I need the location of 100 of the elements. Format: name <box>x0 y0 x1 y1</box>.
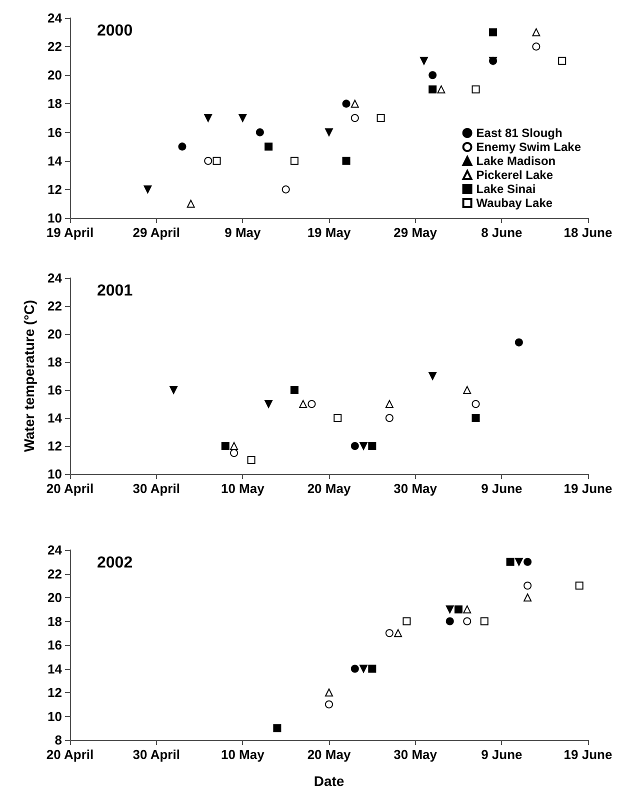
x-tick-label: 19 June <box>564 747 612 762</box>
point <box>524 594 532 602</box>
y-tick-label: 10 <box>48 708 62 724</box>
point <box>325 688 333 696</box>
y-tick-label: 16 <box>48 124 62 140</box>
y-tick-label: 18 <box>48 354 62 370</box>
point <box>290 386 298 394</box>
point <box>368 664 376 673</box>
point <box>489 28 498 36</box>
point <box>437 85 446 94</box>
legend-label: Waubay Lake <box>476 196 553 210</box>
y-tick-label: 8 <box>54 732 62 748</box>
point <box>385 629 394 638</box>
x-tick-label: 9 May <box>224 225 262 240</box>
y-tick-label: 24 <box>48 270 63 286</box>
x-tick-label: 20 April <box>46 747 94 762</box>
point <box>170 386 178 394</box>
point <box>144 185 152 194</box>
point <box>204 114 212 122</box>
point <box>186 200 195 208</box>
point <box>524 582 532 590</box>
point <box>342 156 350 165</box>
point <box>463 605 472 614</box>
point <box>575 582 584 590</box>
point <box>472 400 480 408</box>
x-tick-label: 20 May <box>307 481 352 496</box>
point <box>472 85 480 94</box>
x-tick-label: 8 June <box>481 225 522 240</box>
point <box>221 442 230 450</box>
point <box>230 449 238 457</box>
legend-label: Lake Sinai <box>476 182 536 196</box>
point <box>524 558 532 566</box>
point <box>204 156 212 165</box>
x-tick-label: 20 April <box>46 481 94 496</box>
x-tick-label: 9 June <box>481 481 522 496</box>
point <box>394 629 402 638</box>
point <box>273 724 282 732</box>
point <box>325 700 333 708</box>
point <box>264 400 273 408</box>
legend-label: Enemy Swim Lake <box>476 140 582 154</box>
point <box>350 664 359 673</box>
point <box>342 100 350 108</box>
point <box>420 56 428 65</box>
y-tick-label: 14 <box>48 410 63 426</box>
point <box>463 617 472 626</box>
point <box>282 185 290 194</box>
y-tick-label: 22 <box>48 298 62 314</box>
point <box>247 456 256 464</box>
point <box>178 142 186 151</box>
x-tick-label: 19 May <box>307 225 352 240</box>
point <box>402 617 411 626</box>
y-tick-label: 18 <box>48 614 62 629</box>
point <box>212 156 221 165</box>
chart-title: 2000 <box>97 22 133 40</box>
y-tick-label: 14 <box>48 153 63 168</box>
x-tick-label: 30 April <box>132 747 180 762</box>
y-tick-label: 16 <box>48 638 62 652</box>
point <box>230 442 238 450</box>
point <box>454 605 462 614</box>
y-tick-label: 14 <box>48 661 63 676</box>
point <box>428 85 437 94</box>
point <box>376 114 385 122</box>
point <box>350 442 359 450</box>
point <box>463 386 472 394</box>
point <box>506 558 514 566</box>
x-tick-label: 29 April <box>132 225 180 240</box>
chart-title: 2001 <box>97 282 133 300</box>
y-tick-label: 10 <box>48 466 62 482</box>
legend-label: East 81 Slough <box>476 126 562 140</box>
point <box>532 42 540 51</box>
y-tick-label: 12 <box>48 438 62 454</box>
point <box>428 372 437 380</box>
x-tick-label: 10 May <box>220 481 266 496</box>
y-axis-title: Water temperature (°C) <box>21 300 37 452</box>
point <box>368 442 376 450</box>
y-tick-label: 24 <box>48 542 63 558</box>
y-tick-label: 22 <box>48 39 62 54</box>
x-tick-label: 30 April <box>132 481 180 496</box>
y-tick-label: 12 <box>48 182 62 197</box>
point <box>360 664 368 673</box>
point <box>480 617 488 626</box>
point <box>558 56 566 65</box>
legend-label: Pickerel Lake <box>476 168 554 182</box>
point <box>428 71 437 80</box>
point <box>446 617 454 626</box>
point <box>472 414 480 422</box>
y-tick-label: 22 <box>48 566 62 582</box>
point <box>360 442 368 450</box>
x-tick-label: 30 May <box>394 747 438 762</box>
point <box>299 400 308 408</box>
point <box>290 156 298 165</box>
y-tick-label: 20 <box>48 326 62 342</box>
point <box>514 338 523 346</box>
x-tick-label: 18 June <box>564 225 612 240</box>
point <box>256 128 264 136</box>
x-tick-label: 9 June <box>481 747 522 762</box>
y-tick-label: 20 <box>48 590 62 605</box>
point <box>532 28 540 36</box>
point <box>334 414 342 422</box>
y-tick-label: 18 <box>48 96 62 112</box>
